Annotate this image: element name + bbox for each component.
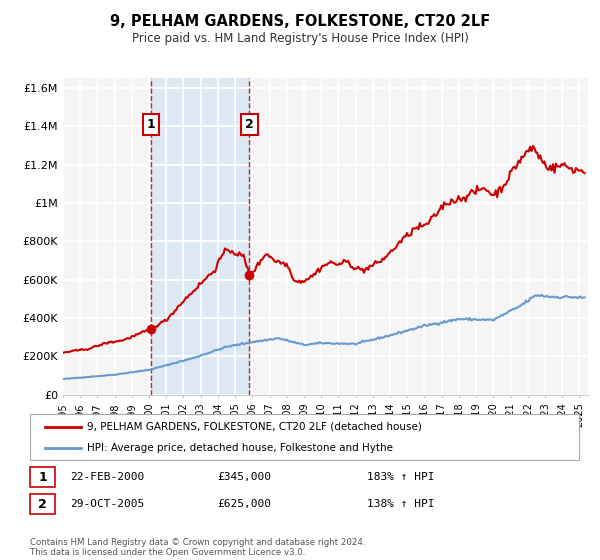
Text: Price paid vs. HM Land Registry's House Price Index (HPI): Price paid vs. HM Land Registry's House … [131, 32, 469, 45]
Text: 1: 1 [38, 470, 47, 484]
Text: 9, PELHAM GARDENS, FOLKESTONE, CT20 2LF: 9, PELHAM GARDENS, FOLKESTONE, CT20 2LF [110, 14, 490, 29]
Text: 2: 2 [38, 497, 47, 511]
Text: 29-OCT-2005: 29-OCT-2005 [70, 499, 145, 509]
Text: 2: 2 [245, 118, 254, 131]
Text: 138% ↑ HPI: 138% ↑ HPI [367, 499, 434, 509]
Text: 1: 1 [147, 118, 155, 131]
Bar [151, 78, 250, 395]
Text: 183% ↑ HPI: 183% ↑ HPI [367, 472, 434, 482]
Text: £625,000: £625,000 [217, 499, 271, 509]
Text: £345,000: £345,000 [217, 472, 271, 482]
Text: 9, PELHAM GARDENS, FOLKESTONE, CT20 2LF (detached house): 9, PELHAM GARDENS, FOLKESTONE, CT20 2LF … [87, 422, 422, 432]
Text: HPI: Average price, detached house, Folkestone and Hythe: HPI: Average price, detached house, Folk… [87, 443, 393, 453]
Text: 22-FEB-2000: 22-FEB-2000 [70, 472, 145, 482]
Text: Contains HM Land Registry data © Crown copyright and database right 2024.
This d: Contains HM Land Registry data © Crown c… [30, 538, 365, 557]
